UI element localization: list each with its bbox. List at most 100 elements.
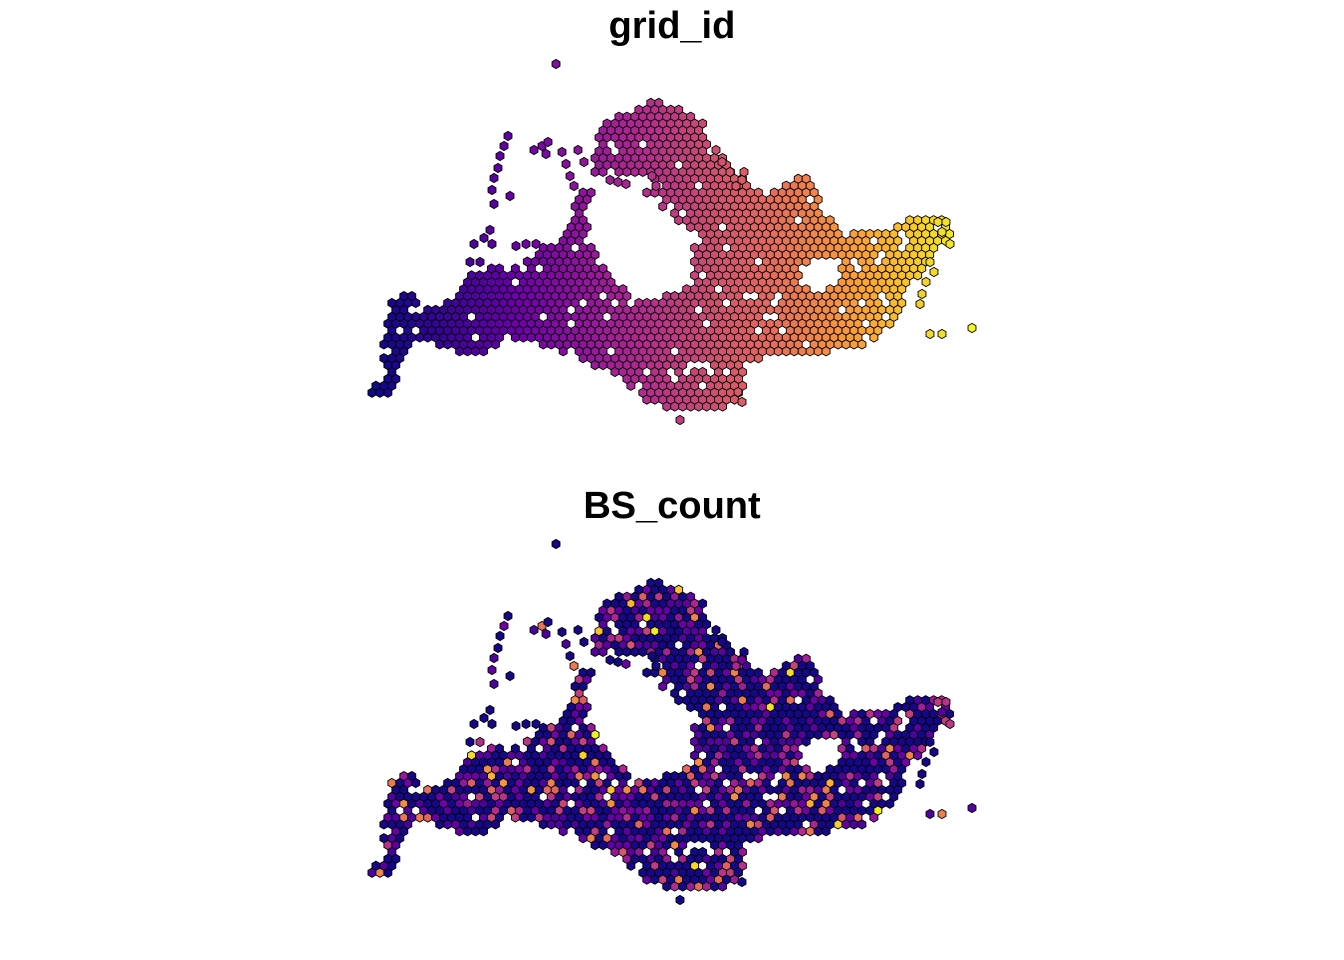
hex-cell — [821, 249, 831, 260]
hex-cell — [841, 819, 851, 830]
hex-cell — [737, 174, 747, 186]
hex-cell — [455, 346, 465, 357]
hex-cell — [590, 359, 600, 371]
hex-cell — [694, 881, 704, 892]
hex-cell — [737, 654, 747, 666]
hex-cell — [526, 812, 536, 823]
hex-cell — [505, 670, 515, 682]
hex-cell — [479, 712, 489, 724]
hex-cell — [829, 249, 839, 260]
hex-cell — [686, 881, 696, 892]
hex-cell — [805, 826, 815, 837]
hex-cell — [505, 190, 515, 202]
hex-cell — [781, 346, 791, 357]
hex-cell — [658, 201, 668, 212]
hex-cell — [546, 339, 556, 350]
hex-cell — [739, 166, 749, 178]
hex-cell — [857, 819, 867, 830]
hex-cell — [674, 695, 684, 706]
hex-cell — [578, 353, 588, 364]
hex-cell — [718, 401, 727, 412]
hex-cell — [579, 156, 589, 168]
hex-cell — [590, 166, 600, 178]
hex-cell — [614, 646, 624, 658]
hex-cell — [565, 170, 575, 182]
hex-cell — [821, 346, 831, 357]
hex-cell — [670, 881, 680, 892]
hex-cell — [487, 718, 497, 730]
panel-title: grid_id — [608, 5, 736, 47]
hex-cell — [479, 232, 489, 244]
hex-cell — [745, 833, 755, 844]
hex-cell — [621, 178, 631, 190]
hex-cell — [621, 658, 631, 670]
hex-cell — [531, 718, 541, 730]
hex-cell — [518, 332, 528, 343]
hex-cell — [658, 681, 668, 692]
hex-cell — [647, 650, 657, 662]
hex-cell — [745, 284, 755, 295]
hex-cell — [622, 646, 632, 658]
hex-cell — [813, 729, 823, 740]
hex-cell — [557, 626, 567, 638]
hex-cell — [375, 867, 385, 878]
hex-cell — [789, 826, 799, 837]
hex-cell — [945, 238, 955, 250]
hex-cell — [929, 746, 939, 758]
hex-cell — [491, 819, 500, 830]
hex-cell — [529, 624, 539, 636]
hex-cell — [941, 696, 951, 708]
hex-cell — [598, 839, 608, 851]
hex-cell — [773, 346, 783, 357]
hex-cell — [565, 650, 575, 662]
hex-cell — [885, 798, 895, 809]
hex-cell — [651, 660, 661, 672]
hex-cell — [630, 646, 640, 658]
hex-cell — [511, 240, 521, 252]
hex-cell — [543, 136, 553, 148]
hex-cell — [499, 140, 509, 152]
hex-cell — [650, 394, 660, 405]
hex-cell — [829, 729, 839, 740]
hex-cell — [630, 166, 640, 178]
hex-cell — [711, 624, 721, 636]
hex-cell — [511, 720, 521, 732]
hex-cell — [499, 620, 509, 632]
hex-cell — [463, 346, 472, 357]
hex-cell — [933, 216, 943, 228]
hex-cell — [493, 642, 503, 654]
hex-cell — [435, 819, 445, 830]
hex-cell — [487, 238, 497, 250]
hex-cell — [925, 256, 935, 268]
hex-cell — [675, 414, 685, 426]
hex-cell — [529, 144, 539, 156]
hex-cell — [725, 166, 735, 178]
hex-map-bs-count — [367, 538, 977, 906]
hex-cell — [690, 353, 700, 364]
hex-cell — [941, 216, 951, 228]
hex-cell — [869, 332, 879, 343]
hex-cell — [626, 380, 636, 391]
hex-cell — [622, 166, 632, 178]
hex-cell — [678, 881, 688, 892]
hex-cell — [610, 846, 620, 858]
hex-cell — [598, 166, 608, 178]
hex-cell — [702, 401, 712, 412]
hex-cell — [479, 346, 488, 357]
hex-cell — [367, 387, 377, 398]
hex-cell — [557, 146, 567, 158]
hex-cell — [650, 874, 660, 885]
hex-cell — [694, 401, 704, 412]
hex-cell — [801, 256, 811, 267]
hex-cell — [495, 630, 505, 642]
hex-cell — [538, 819, 548, 830]
hex-cell — [598, 359, 608, 371]
hex-cell — [626, 860, 636, 871]
hex-cell — [411, 297, 421, 309]
hex-cell — [605, 654, 615, 666]
hex-cell — [925, 808, 935, 820]
hex-cell — [493, 162, 503, 174]
hex-cell — [423, 812, 433, 823]
hex-cell — [801, 736, 811, 747]
hex-cell — [610, 366, 620, 378]
